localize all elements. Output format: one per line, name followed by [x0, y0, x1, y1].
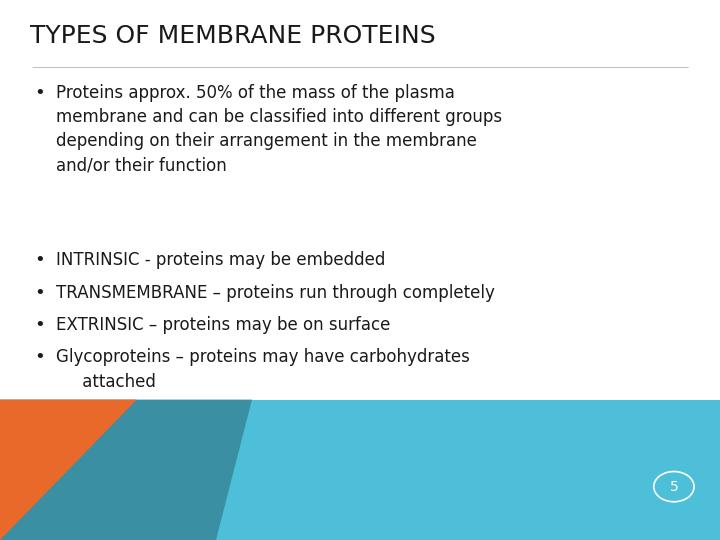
Text: TYPES OF MEMBRANE PROTEINS: TYPES OF MEMBRANE PROTEINS [30, 24, 436, 48]
Text: •: • [35, 316, 45, 334]
Text: TRANSMEMBRANE – proteins run through completely: TRANSMEMBRANE – proteins run through com… [56, 284, 495, 301]
Text: Proteins approx. 50% of the mass of the plasma
membrane and can be classified in: Proteins approx. 50% of the mass of the … [56, 84, 503, 174]
Bar [0, 400, 720, 540]
Text: EXTRINSIC – proteins may be on surface: EXTRINSIC – proteins may be on surface [56, 316, 390, 334]
Text: Glycoproteins – proteins may have carbohydrates
     attached: Glycoproteins – proteins may have carboh… [56, 348, 470, 390]
Polygon shape [0, 400, 252, 540]
Polygon shape [0, 400, 137, 540]
Text: •: • [35, 84, 45, 102]
Text: INTRINSIC - proteins may be embedded: INTRINSIC - proteins may be embedded [56, 251, 385, 269]
Text: •: • [35, 348, 45, 366]
Text: 5: 5 [670, 480, 678, 494]
Text: •: • [35, 284, 45, 301]
Text: •: • [35, 251, 45, 269]
